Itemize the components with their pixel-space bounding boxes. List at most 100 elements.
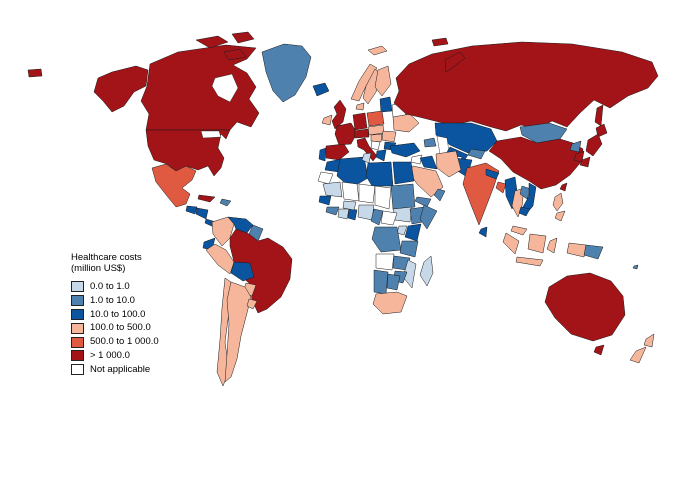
country-russia-sakhalin — [594, 104, 604, 127]
great-lakes — [200, 130, 222, 139]
country-philippines-south — [554, 210, 566, 222]
country-baltic-states — [379, 96, 393, 113]
country-oman — [433, 188, 446, 202]
country-russia — [393, 41, 659, 132]
country-hungary — [370, 133, 383, 143]
country-ukraine — [392, 113, 420, 133]
country-indonesia-borneo — [527, 233, 547, 254]
country-norway — [350, 63, 378, 102]
country-nepal — [485, 168, 500, 180]
country-algeria — [336, 156, 369, 189]
country-guatemala — [185, 205, 198, 215]
country-denmark — [355, 102, 365, 111]
country-bolivia — [230, 261, 255, 282]
country-japan-honshu — [585, 133, 603, 157]
country-niger — [358, 183, 376, 204]
country-egypt — [392, 161, 415, 185]
country-serbia — [370, 140, 381, 151]
legend-swatch — [71, 280, 84, 292]
country-dominican-republic — [219, 198, 232, 207]
country-western-sahara — [317, 171, 334, 185]
country-czechia — [367, 124, 385, 136]
country-angola — [375, 253, 395, 271]
country-finland — [374, 65, 392, 97]
country-brazil — [229, 228, 293, 314]
country-malaysia — [510, 225, 528, 236]
country-ireland — [321, 114, 333, 126]
country-iceland — [312, 82, 330, 97]
country-cambodia — [518, 206, 531, 217]
country-canada-arctic-1 — [195, 35, 229, 49]
country-iraq — [419, 155, 438, 170]
legend-swatch — [71, 350, 84, 362]
legend-item: 10.0 to 100.0 — [71, 309, 159, 320]
country-indonesia-java — [515, 256, 544, 267]
country-greenland — [261, 43, 312, 103]
country-canada-arctic-2 — [231, 31, 255, 44]
country-germany — [352, 112, 368, 131]
legend-swatch — [71, 364, 84, 376]
country-taiwan — [559, 182, 568, 192]
legend-item: 100.0 to 500.0 — [71, 322, 159, 334]
country-north-korea — [569, 140, 582, 153]
country-romania — [381, 130, 397, 143]
country-mali — [341, 181, 360, 202]
country-russia-islands — [431, 37, 449, 47]
country-ghana — [347, 208, 358, 221]
country-guinea — [325, 206, 340, 216]
country-botswana — [386, 273, 401, 291]
country-china — [488, 136, 584, 190]
country-honduras — [195, 207, 209, 220]
country-mexico — [151, 163, 197, 208]
legend-swatch — [71, 322, 84, 334]
country-usa — [145, 129, 231, 177]
country-austria — [353, 128, 370, 139]
legend-item-label: 500.0 to 1 000.0 — [90, 336, 159, 348]
country-greece — [375, 149, 387, 162]
country-syria — [410, 154, 423, 165]
country-canada — [140, 44, 260, 131]
country-madagascar — [419, 255, 434, 287]
legend-title-line2: (million US$) — [71, 263, 126, 275]
country-laos — [519, 185, 532, 200]
country-yemen — [414, 196, 432, 208]
country-mauritania — [322, 181, 343, 198]
legend-items: 0.0 to 1.0 1.0 to 10.0 10.0 to 100.0 100… — [71, 281, 159, 376]
country-new-zealand-north — [643, 333, 655, 348]
country-cameroon — [370, 208, 384, 226]
country-italy — [356, 137, 378, 162]
legend-item-label: 1.0 to 10.0 — [90, 294, 135, 306]
legend-item-label: Not applicable — [90, 364, 151, 376]
country-caucasus — [423, 137, 437, 148]
country-cote-divoire — [337, 208, 350, 220]
legend-item: 0.0 to 1.0 — [71, 281, 159, 292]
legend-swatch — [71, 308, 84, 320]
country-mozambique — [402, 259, 417, 289]
legend-item-label: 0.0 to 1.0 — [90, 280, 130, 292]
country-indonesia-west-papua — [566, 242, 587, 258]
country-australia-tasmania — [593, 344, 605, 356]
country-tanzania — [399, 240, 419, 258]
country-somalia — [419, 204, 438, 230]
country-portugal — [318, 147, 327, 162]
country-uganda — [396, 225, 408, 236]
country-kyrgyzstan — [467, 148, 486, 160]
country-iran — [435, 150, 462, 178]
legend-item: 500.0 to 1 000.0 — [71, 336, 159, 348]
country-france — [334, 122, 358, 146]
legend-item-label: > 1 000.0 — [90, 350, 130, 362]
legend-title: Healthcare costs (million US$) — [71, 252, 159, 275]
country-dr-congo — [371, 226, 402, 253]
legend-title-line1: Healthcare costs — [71, 252, 142, 263]
country-uruguay — [246, 298, 258, 310]
country-sudan — [390, 183, 416, 210]
country-alaska — [93, 65, 149, 113]
country-japan-kyushu — [579, 156, 591, 168]
country-peru — [205, 243, 235, 275]
country-namibia — [373, 269, 389, 295]
country-central-african-republic — [380, 210, 398, 226]
country-senegal — [318, 195, 332, 206]
country-argentina — [224, 281, 252, 383]
